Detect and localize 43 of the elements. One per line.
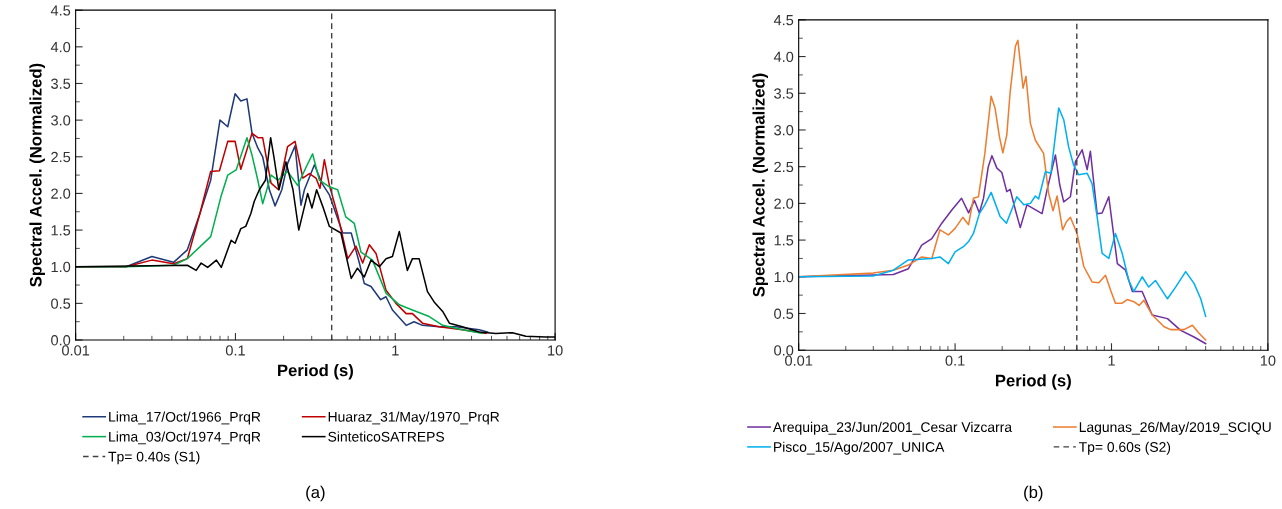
legend-label: Lagunas_26/May/2019_SCIQU xyxy=(1079,421,1271,435)
y-tick-label: 0.0 xyxy=(51,335,71,346)
y-tick-label: 4.0 xyxy=(50,41,71,53)
y-axis-title: Spectral Accel. (Normalized) xyxy=(752,73,768,297)
x-tick-label: 1 xyxy=(1108,355,1115,366)
y-tick-label: 4.0 xyxy=(773,51,794,62)
x-tick-label: 0.1 xyxy=(945,355,965,366)
legend-label: SinteticoSATREPS xyxy=(328,431,445,442)
legend-label: Huaraz_31/May/1970_PrqR xyxy=(328,411,500,425)
y-tick-label: 0.5 xyxy=(774,308,794,319)
y-tick-label: 1.5 xyxy=(51,225,71,236)
legend-label: Pisco_15/Ago/2007_UNICA xyxy=(774,441,945,455)
y-tick-label: 2.5 xyxy=(774,161,794,173)
legend-label: Arequipa_23/Jun/2001_Cesar Vizcarra xyxy=(772,421,1013,435)
y-tick-label: 2.0 xyxy=(774,198,794,209)
y-tick-label: 4.5 xyxy=(773,15,794,26)
y-tick-label: 4.5 xyxy=(50,5,71,16)
y-tick-label: 3.0 xyxy=(774,125,794,136)
y-tick-label: 2.5 xyxy=(51,151,71,163)
legend-label: Lima_17/Oct/1966_PrqR xyxy=(109,411,261,425)
y-tick-label: 1.0 xyxy=(774,271,794,283)
x-axis-title: Period (s) xyxy=(995,374,1071,390)
y-tick-label: 3.5 xyxy=(774,88,794,99)
x-tick-label: 10 xyxy=(548,345,563,356)
y-tick-label: 3.0 xyxy=(51,115,71,126)
x-tick-label: 1 xyxy=(392,345,399,356)
y-tick-label: 0.5 xyxy=(51,298,71,309)
y-tick-label: 1.0 xyxy=(51,261,71,273)
legend-label: Lima_03/Oct/1974_PrqR xyxy=(109,431,261,445)
legend-label: Tp= 0.60s (S2) xyxy=(1079,441,1171,455)
text: (b) xyxy=(1024,485,1043,502)
y-axis-title: Spectral Accel. (Normalized) xyxy=(29,63,45,287)
y-tick-label: 2.0 xyxy=(51,188,71,199)
x-tick-label: 0.1 xyxy=(225,345,245,356)
x-tick-label: 0.01 xyxy=(62,345,90,356)
x-axis-title: Period (s) xyxy=(278,364,353,380)
x-tick-label: 10 xyxy=(1260,355,1276,366)
y-tick-label: 1.5 xyxy=(774,235,794,246)
legend-label: Tp= 0.40s (S1) xyxy=(108,451,200,465)
text: (a) xyxy=(306,485,325,502)
x-tick-label: 0.01 xyxy=(785,355,813,366)
y-tick-label: 3.5 xyxy=(51,78,71,89)
y-tick-label: 0.0 xyxy=(774,345,794,356)
